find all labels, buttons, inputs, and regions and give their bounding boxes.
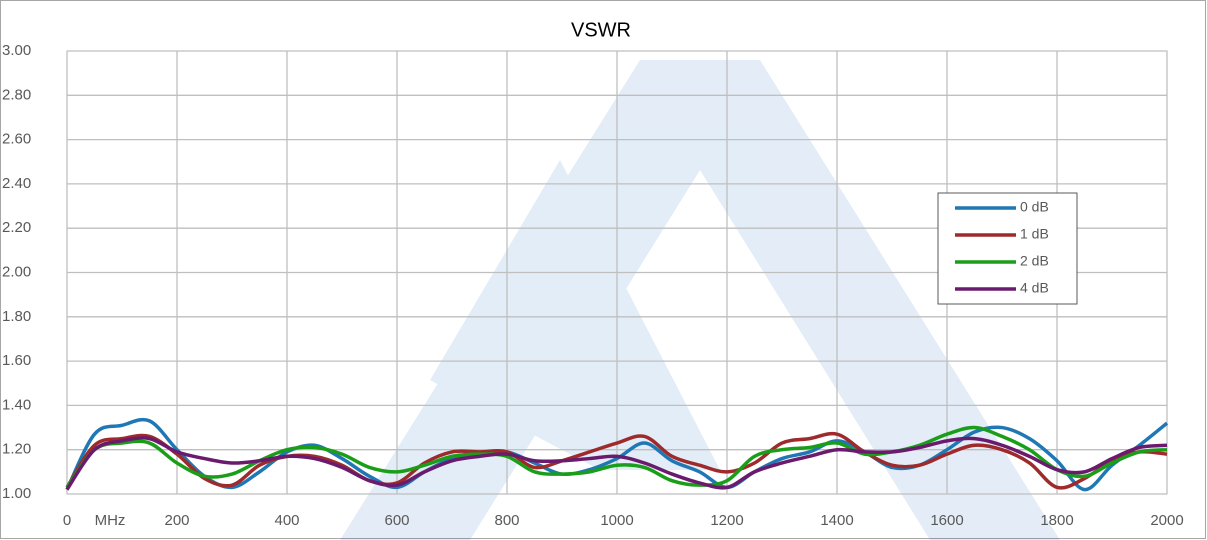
x-tick-label: 200 — [164, 512, 189, 529]
x-tick-label: 1600 — [930, 512, 963, 529]
y-tick-label: 1.60 — [2, 352, 31, 369]
y-tick-label: 2.60 — [2, 131, 31, 148]
x-tick-label: 0 — [63, 512, 71, 529]
series-line — [65, 431, 1168, 490]
y-tick-label: 1.00 — [2, 485, 31, 502]
legend-label: 1 dB — [1020, 226, 1049, 242]
y-tick-label: 2.40 — [2, 175, 31, 192]
x-tick-label: 1800 — [1040, 512, 1073, 529]
y-tick-label: 2.00 — [2, 263, 31, 280]
x-tick-label: 1200 — [710, 512, 743, 529]
chart-title: VSWR — [571, 19, 631, 41]
legend-label: 0 dB — [1020, 199, 1049, 215]
y-tick-label: 1.80 — [2, 308, 31, 325]
legend-label: 2 dB — [1020, 253, 1049, 269]
y-tick-label: 1.40 — [2, 396, 31, 413]
series-line — [65, 436, 1168, 491]
x-tick-label: 1400 — [820, 512, 853, 529]
plot-border — [66, 50, 1168, 495]
legend-box — [937, 192, 1078, 305]
x-tick-label: 1000 — [600, 512, 633, 529]
series-line — [65, 425, 1168, 489]
y-tick-label: 2.20 — [2, 219, 31, 236]
x-tick-label: 400 — [274, 512, 299, 529]
x-tick-label: 2000 — [1150, 512, 1183, 529]
watermark — [340, 60, 1060, 540]
y-tick-label: 2.80 — [2, 86, 31, 103]
x-tick-label: 600 — [384, 512, 409, 529]
y-tick-label: 1.20 — [2, 441, 31, 458]
legend-label: 4 dB — [1020, 280, 1049, 296]
x-axis-label: MHz — [95, 512, 126, 529]
y-tick-label: 3.00 — [2, 42, 31, 59]
x-tick-label: 800 — [494, 512, 519, 529]
